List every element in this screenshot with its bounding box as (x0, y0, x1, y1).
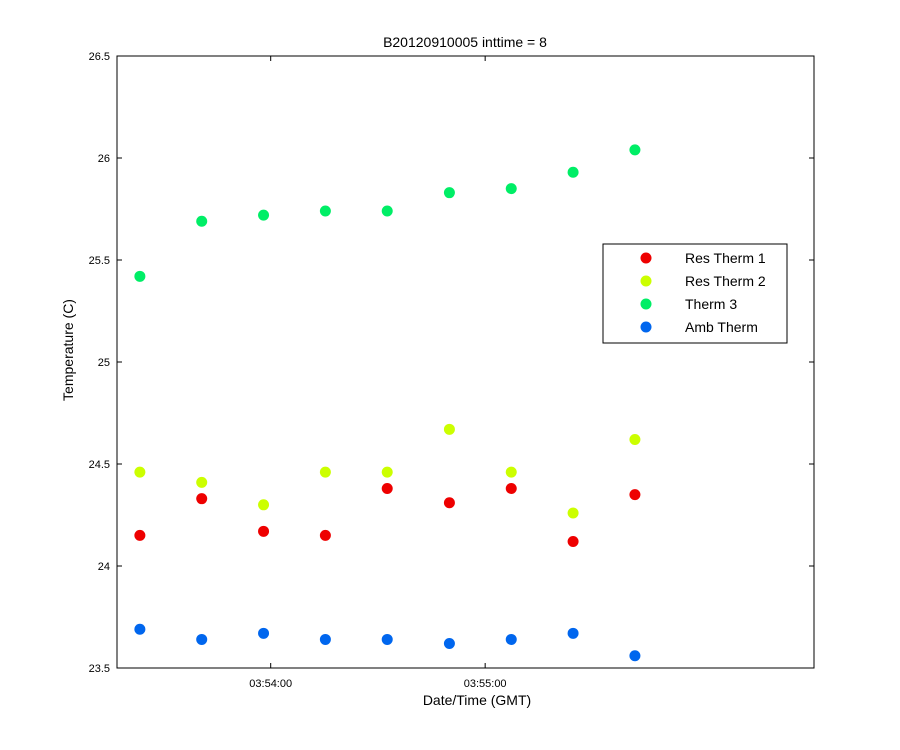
plot-area (116, 55, 815, 669)
x-tick-label: 03:55:00 (464, 678, 507, 690)
data-point (196, 633, 208, 645)
y-tick-label: 26 (98, 153, 110, 165)
data-point (567, 627, 579, 639)
data-point (629, 489, 641, 501)
y-tick-label: 24 (98, 561, 110, 573)
data-point (505, 482, 517, 494)
legend-item: Res Therm 1 (640, 250, 766, 266)
data-point (443, 497, 455, 509)
data-points (134, 144, 641, 662)
data-point (443, 187, 455, 199)
series-amb-therm (134, 623, 641, 662)
legend-label: Therm 3 (685, 296, 737, 312)
legend: Res Therm 1 Res Therm 2 Therm 3 Amb Therm (602, 243, 788, 344)
data-point (443, 638, 455, 650)
series-therm-3 (134, 144, 641, 282)
data-point (505, 633, 517, 645)
data-point (381, 482, 393, 494)
data-point (567, 536, 579, 548)
data-point (258, 499, 270, 511)
data-point (196, 476, 208, 488)
series-res-therm-1 (134, 482, 641, 548)
legend-marker (640, 252, 652, 264)
data-point (134, 270, 146, 282)
data-point (443, 423, 455, 435)
legend-marker (640, 275, 652, 287)
x-axis-label: Date/Time (GMT) (423, 692, 531, 708)
data-point (381, 633, 393, 645)
data-point (258, 627, 270, 639)
chart-title: B20120910005 inttime = 8 (383, 34, 547, 50)
data-point (629, 434, 641, 446)
legend-label: Amb Therm (685, 319, 758, 335)
y-tick-label: 24.5 (89, 459, 110, 471)
data-point (258, 209, 270, 221)
data-point (567, 166, 579, 178)
data-point (629, 650, 641, 662)
legend-label: Res Therm 1 (685, 250, 766, 266)
data-point (196, 493, 208, 505)
legend-marker (640, 321, 652, 333)
data-point (505, 466, 517, 478)
data-point (629, 144, 641, 156)
legend-box (602, 243, 788, 344)
data-point (134, 466, 146, 478)
data-point (319, 633, 331, 645)
data-point (134, 623, 146, 635)
legend-marker (640, 298, 652, 310)
data-point (319, 466, 331, 478)
legend-item: Res Therm 2 (640, 273, 766, 289)
y-axis-label: Temperature (C) (60, 299, 76, 401)
y-tick-label: 23.5 (89, 663, 110, 675)
data-point (134, 529, 146, 541)
y-tick-label: 26.5 (89, 51, 110, 63)
legend-item: Therm 3 (640, 296, 737, 312)
y-tick-label: 25.5 (89, 255, 110, 267)
data-point (319, 529, 331, 541)
x-tick-label: 03:54:00 (249, 678, 292, 690)
data-point (319, 205, 331, 217)
data-point (505, 183, 517, 195)
data-point (381, 466, 393, 478)
data-point (567, 507, 579, 519)
data-point (196, 215, 208, 227)
data-point (258, 525, 270, 537)
axis-ticks: 23.5 24 24.5 25 25.5 26 26.5 03:54:00 03:55:00 (89, 51, 814, 690)
legend-item: Amb Therm (640, 319, 758, 335)
legend-label: Res Therm 2 (685, 273, 766, 289)
y-tick-label: 25 (98, 357, 110, 369)
data-point (381, 205, 393, 217)
series-res-therm-2 (134, 423, 641, 519)
